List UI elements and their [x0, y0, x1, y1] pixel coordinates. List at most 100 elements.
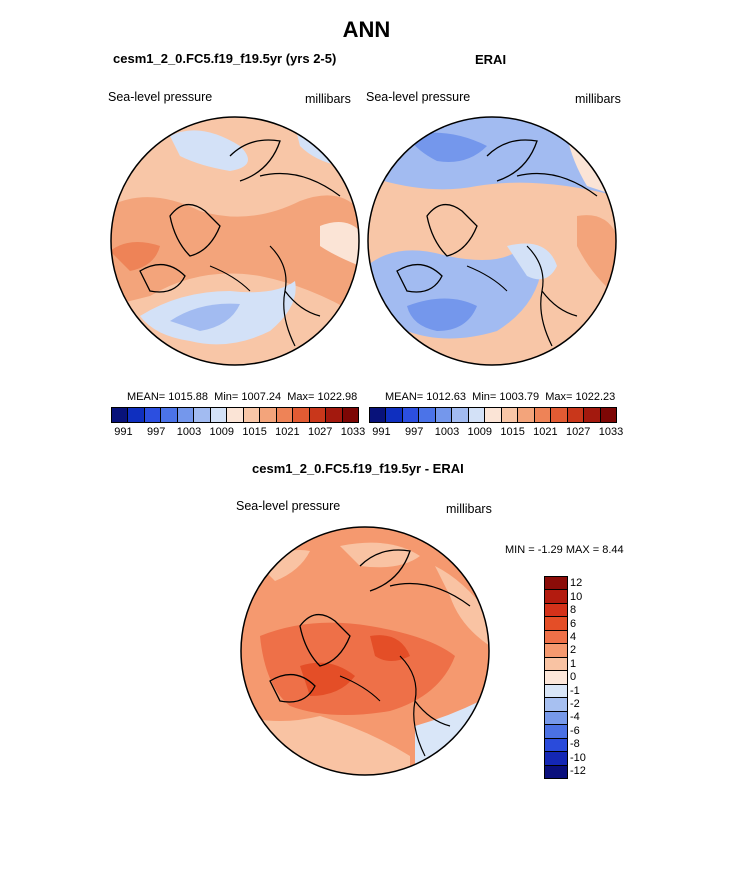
colorbar-tick-label: 1003	[176, 426, 202, 438]
colorbar-swatch	[370, 408, 387, 422]
colorbar-swatch	[276, 408, 294, 422]
panel2-case-title: ERAI	[475, 52, 507, 67]
colorbar-swatch	[326, 408, 343, 422]
panel2-variable-label: Sea-level pressure	[366, 90, 471, 104]
colorbar-tick-label: 1009	[209, 426, 235, 438]
colorbar-swatch	[545, 657, 567, 672]
panel2-min: Min= 1003.79	[472, 391, 540, 403]
colorbar-swatch	[144, 408, 162, 422]
colorbar-swatch	[128, 408, 145, 422]
panel1-max: Max= 1022.98	[287, 391, 358, 403]
colorbar-tick-label: 997	[405, 426, 424, 438]
panel1-min: Min= 1007.24	[214, 391, 282, 403]
colorbar-panel1	[111, 407, 359, 423]
map-erai-slp	[367, 116, 617, 366]
panel1-variable-label: Sea-level pressure	[108, 90, 213, 104]
colorbar-tick-label: -8	[570, 738, 580, 751]
colorbar-tick-label: 10	[570, 590, 583, 603]
colorbar-swatch	[468, 408, 486, 422]
colorbar-swatch	[309, 408, 327, 422]
colorbar-swatch	[545, 590, 567, 604]
panel1-units-label: millibars	[305, 92, 351, 106]
colorbar-tick-label: 1021	[533, 426, 558, 438]
colorbar-tick-label: -6	[570, 724, 580, 737]
colorbar-tick-label: 8	[570, 604, 577, 617]
colorbar-swatch	[402, 408, 420, 422]
colorbar-swatch	[545, 711, 567, 726]
colorbar-swatch	[551, 408, 568, 422]
colorbar-swatch	[419, 408, 436, 422]
colorbar-tick-label: 1009	[467, 426, 493, 438]
colorbar-swatch	[545, 671, 567, 685]
colorbar-swatch	[485, 408, 502, 422]
colorbar-tick-label: 1015	[242, 426, 267, 438]
colorbar-diff	[544, 576, 568, 779]
colorbar-tick-label: 12	[570, 577, 583, 590]
colorbar-tick-label: 1033	[340, 426, 366, 438]
panel2-stats: MEAN= 1012.63 Min= 1003.79 Max= 1022.23	[385, 391, 615, 403]
map-diff-slp	[240, 526, 490, 776]
colorbar-swatch	[545, 684, 567, 699]
colorbar-swatch	[501, 408, 519, 422]
colorbar-tick-label: -10	[570, 751, 586, 764]
panel3-variable-label: Sea-level pressure	[236, 499, 341, 513]
colorbar-swatch	[210, 408, 228, 422]
colorbar-swatch	[545, 577, 567, 591]
panel2-units-label: millibars	[575, 92, 621, 106]
colorbar-swatch	[342, 408, 359, 422]
panel3-case-title: cesm1_2_0.FC5.f19_f19.5yr - ERAI	[252, 461, 464, 476]
colorbar-tick-label: 4	[570, 631, 577, 643]
colorbar-swatch	[518, 408, 535, 422]
colorbar-tick-label: 991	[372, 426, 391, 438]
panel1-mean: MEAN= 1015.88	[127, 391, 209, 403]
colorbar-swatch	[545, 644, 567, 658]
colorbar-swatch	[435, 408, 453, 422]
colorbar-swatch	[567, 408, 585, 422]
colorbar-swatch	[161, 408, 178, 422]
panel3-units-label: millibars	[446, 502, 492, 516]
colorbar-tick-label: -4	[570, 711, 580, 724]
colorbar-tick-label: -12	[570, 765, 586, 777]
colorbar-tick-label: 1033	[598, 426, 624, 438]
colorbar-tick-label: 991	[114, 426, 133, 438]
colorbar-swatch	[545, 698, 567, 712]
colorbar-swatch	[194, 408, 211, 422]
panel1-stats: MEAN= 1015.88 Min= 1007.24 Max= 1022.98	[127, 391, 357, 403]
colorbar-swatch	[243, 408, 261, 422]
colorbar-tick-label: 6	[570, 617, 577, 630]
colorbar-tick-label: 1027	[307, 426, 333, 438]
colorbar-swatch	[534, 408, 552, 422]
colorbar-tick-label: 1	[570, 657, 577, 670]
colorbar-tick-label: 1015	[500, 426, 525, 438]
colorbar-tick-label: 1021	[275, 426, 300, 438]
colorbar-swatch	[112, 408, 129, 422]
colorbar-tick-label: 1003	[434, 426, 460, 438]
panel1-case-title: cesm1_2_0.FC5.f19_f19.5yr (yrs 2-5)	[113, 51, 337, 66]
colorbar-swatch	[545, 765, 567, 779]
colorbar-tick-label: 997	[147, 426, 166, 438]
figure-title: ANN	[342, 17, 391, 42]
panel2-mean: MEAN= 1012.63	[385, 391, 467, 403]
colorbar-swatch	[545, 617, 567, 631]
colorbar-swatch	[600, 408, 617, 422]
colorbar-swatch	[227, 408, 244, 422]
colorbar-panel2	[369, 407, 617, 423]
colorbar-swatch	[545, 752, 567, 766]
colorbar-swatch	[177, 408, 195, 422]
colorbar-tick-label: 0	[570, 671, 577, 684]
map-model-slp	[110, 116, 360, 366]
colorbar-swatch	[545, 630, 567, 645]
colorbar-swatch	[293, 408, 310, 422]
colorbar-swatch	[584, 408, 601, 422]
panel3-minmax: MIN = -1.29 MAX = 8.44	[505, 544, 624, 556]
colorbar-swatch	[545, 725, 567, 739]
colorbar-swatch	[452, 408, 469, 422]
colorbar-swatch	[260, 408, 277, 422]
colorbar-tick-label: -2	[570, 698, 580, 710]
colorbar-tick-label: 1027	[565, 426, 591, 438]
colorbar-tick-label: -1	[570, 684, 580, 697]
colorbar-swatch	[386, 408, 403, 422]
panel2-max: Max= 1022.23	[545, 391, 616, 403]
colorbar-swatch	[545, 738, 567, 753]
colorbar-tick-label: 2	[570, 644, 577, 657]
